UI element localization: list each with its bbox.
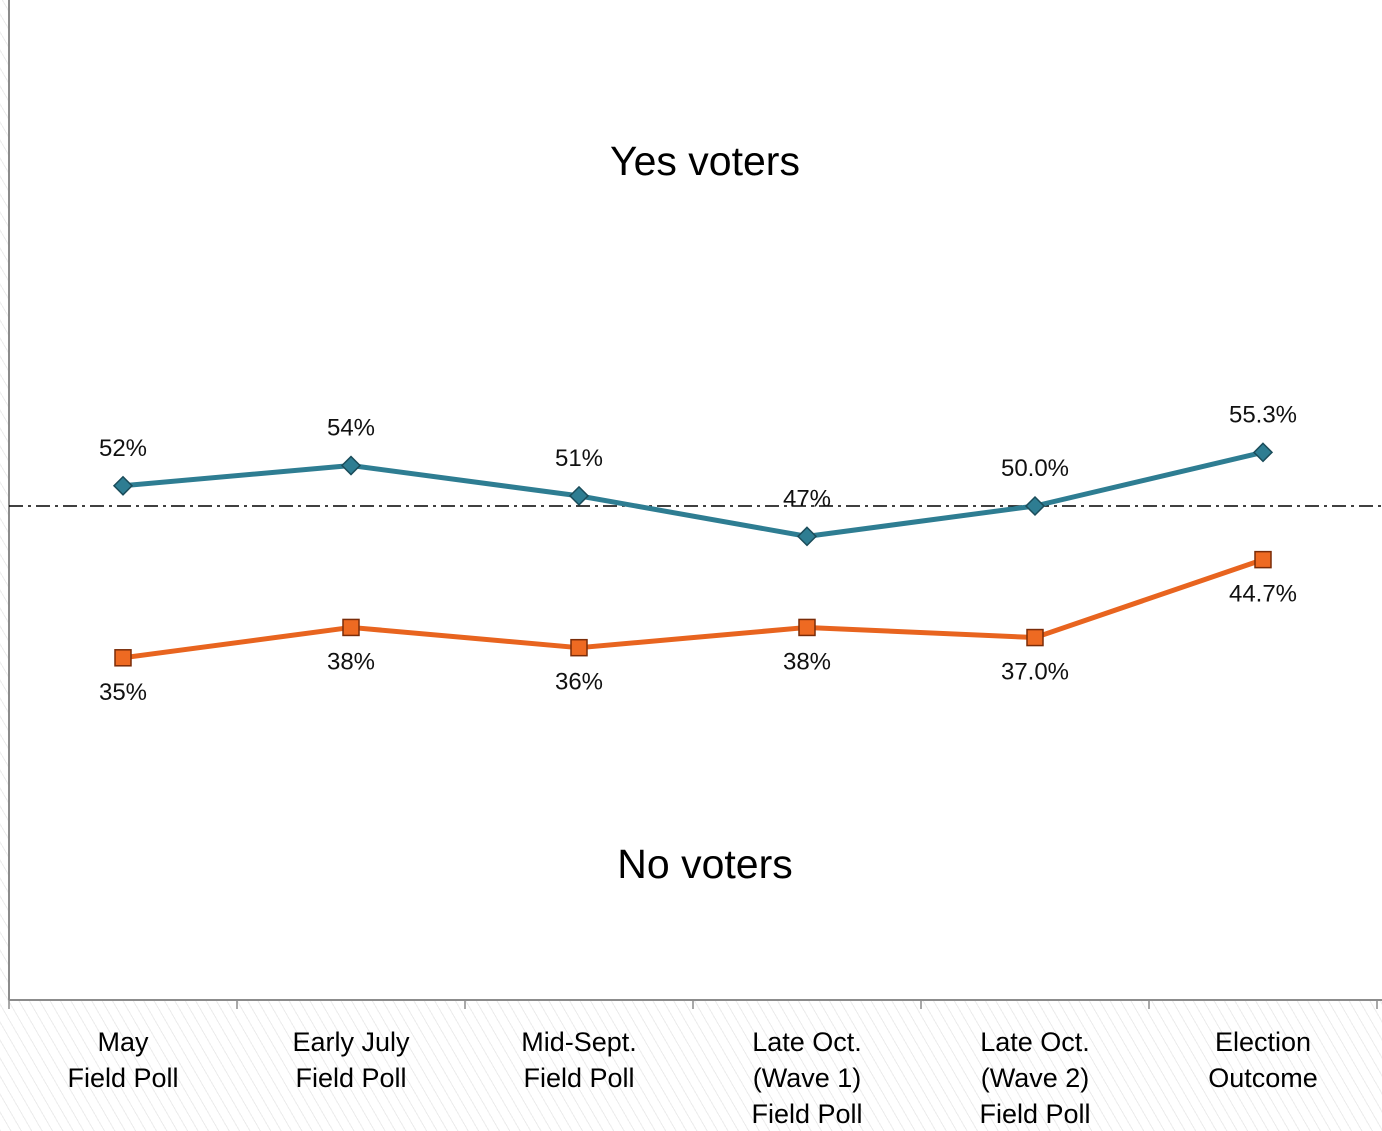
series-yes-data-label: 47% xyxy=(783,485,831,512)
series-yes-data-label: 55.3% xyxy=(1229,401,1297,428)
series-yes-point xyxy=(112,475,134,496)
data-labels: 52% 54% 51% 47% 50.0% 55.3% 35% 38% 36% 38% 37.0% 4… xyxy=(99,401,1297,705)
series-yes-point xyxy=(568,485,590,506)
series-no-point xyxy=(570,638,588,657)
series-no-data-label: 38% xyxy=(327,648,375,675)
series-yes-point xyxy=(340,455,362,476)
x-axis-category-label: May xyxy=(97,1027,149,1057)
x-axis-category-label: Mid-Sept. xyxy=(521,1027,637,1057)
series-layer xyxy=(112,442,1274,667)
series-yes-data-label: 54% xyxy=(327,415,375,442)
series-yes-data-label: 51% xyxy=(555,445,603,472)
x-axis-category-label: Late Oct. xyxy=(752,1027,862,1057)
x-axis-category-label: Outcome xyxy=(1208,1063,1318,1093)
series-no-point xyxy=(342,618,360,637)
series-yes-data-label: 52% xyxy=(99,435,147,462)
series-no-point xyxy=(1026,628,1044,647)
x-axis-category-label: (Wave 1) xyxy=(753,1063,862,1093)
series-no-data-label: 36% xyxy=(555,669,603,696)
x-axis-category-label: Field Poll xyxy=(979,1099,1090,1129)
x-axis-category-label: Late Oct. xyxy=(980,1027,1090,1057)
region-label-no-voters: No voters xyxy=(617,841,792,887)
x-axis-category-label: Field Poll xyxy=(67,1063,178,1093)
series-yes-point xyxy=(796,526,818,547)
category-labels: May Field Poll Early July Field Poll Mid-Sep… xyxy=(67,1027,1317,1129)
series-yes-line xyxy=(122,449,1264,539)
series-no-point xyxy=(114,649,132,667)
x-axis-category-label: (Wave 2) xyxy=(981,1063,1090,1093)
series-no-data-label: 35% xyxy=(99,679,147,706)
series-no-point xyxy=(1254,550,1272,569)
series-no-data-label: 38% xyxy=(783,648,831,675)
series-no-line xyxy=(122,557,1264,661)
series-no-data-label: 44.7% xyxy=(1229,581,1297,608)
series-no-data-label: 37.0% xyxy=(1001,659,1069,686)
series-yes-point xyxy=(1024,495,1046,517)
region-label-yes-voters: Yes voters xyxy=(610,138,800,184)
x-axis-ticks xyxy=(8,1000,1378,1009)
series-no-point xyxy=(798,618,816,637)
series-yes-point xyxy=(1252,442,1274,463)
x-axis-category-label: Field Poll xyxy=(295,1063,406,1093)
series-yes-data-label: 50.0% xyxy=(1001,455,1069,482)
x-axis-category-label: Early July xyxy=(292,1027,410,1057)
x-axis-category-label: Election xyxy=(1215,1027,1311,1057)
plot-area xyxy=(9,0,1382,1000)
x-axis-category-label: Field Poll xyxy=(523,1063,634,1093)
x-axis-category-label: Field Poll xyxy=(751,1099,862,1129)
